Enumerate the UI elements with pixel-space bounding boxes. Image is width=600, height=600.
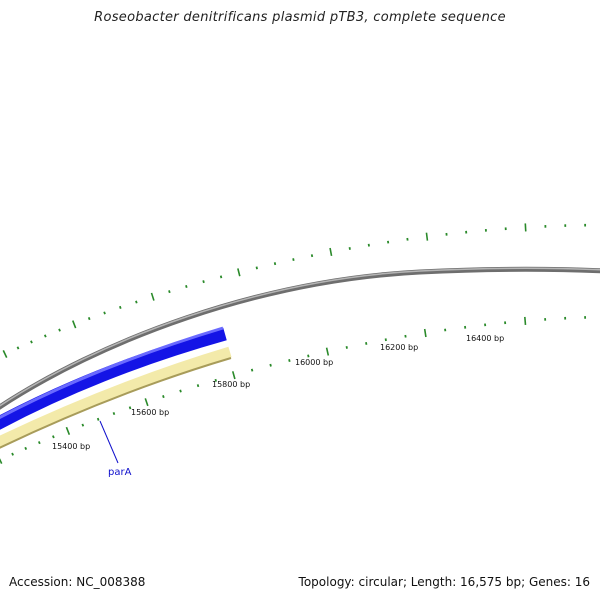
outer-tick — [103, 311, 106, 315]
gene-parA-highlight — [0, 326, 224, 420]
inner-tick — [112, 411, 116, 416]
scale-label: 15400 bp — [52, 442, 90, 451]
scale-label: 16200 bp — [380, 343, 418, 352]
gene-reverse-strand[interactable] — [0, 346, 232, 448]
outer-tick — [185, 285, 188, 289]
scale-label: 16000 bp — [295, 358, 333, 367]
outer-tick — [119, 305, 122, 309]
map-title: Roseobacter denitrificans plasmid pTB3, … — [94, 10, 506, 25]
backbone-arc — [0, 266, 600, 410]
inner-tick — [144, 398, 149, 407]
outer-tick — [273, 262, 277, 266]
inner-tick — [269, 363, 272, 367]
inner-tick — [24, 446, 28, 450]
outer-tick — [202, 280, 205, 284]
gene-label-leader — [99, 420, 119, 464]
inner-tick — [325, 347, 330, 356]
inner-tick — [345, 345, 348, 349]
gene-label-parA[interactable]: parA — [108, 467, 132, 478]
inner-tick — [65, 426, 71, 435]
outer-tick — [168, 290, 171, 294]
topology-summary: Topology: circular; Length: 16,575 bp; G… — [298, 575, 590, 589]
outer-tick-ring — [2, 223, 587, 358]
backbone-arc-highlight — [0, 267, 600, 407]
inner-tick — [307, 354, 310, 358]
inner-tick — [250, 368, 254, 372]
inner-tick — [128, 406, 132, 410]
inner-tick — [96, 417, 100, 421]
inner-tick — [231, 371, 236, 380]
outer-tick — [58, 328, 61, 332]
outer-tick — [255, 266, 258, 270]
scale-label: 15600 bp — [131, 408, 169, 417]
inner-tick — [37, 441, 41, 445]
outer-tick — [292, 258, 295, 262]
inner-tick — [52, 435, 55, 439]
outer-tick — [150, 292, 155, 301]
inner-tick — [0, 458, 3, 464]
outer-tick — [425, 232, 429, 241]
inner-tick — [162, 395, 165, 399]
inner-tick — [288, 359, 291, 363]
outer-tick — [237, 268, 241, 277]
outer-tick — [329, 247, 333, 257]
inner-tick-ring — [0, 316, 587, 464]
inner-tick — [179, 389, 182, 393]
outer-tick — [2, 350, 8, 358]
accession-text: Accession: NC_008388 — [9, 575, 146, 589]
outer-tick — [16, 346, 20, 350]
inner-tick — [196, 384, 200, 388]
gene-reverse-edge — [0, 357, 232, 449]
inner-tick — [524, 316, 527, 325]
outer-tick — [43, 334, 47, 338]
outer-tick — [30, 340, 33, 344]
gene-parA-forward[interactable] — [0, 327, 227, 430]
scale-label: 15800 bp — [212, 380, 250, 389]
outer-tick — [87, 317, 91, 321]
outer-tick — [219, 275, 223, 279]
inner-tick — [214, 378, 218, 382]
outer-tick — [135, 300, 138, 304]
scale-label: 16400 bp — [466, 334, 504, 343]
outer-tick — [310, 254, 314, 258]
inner-tick — [11, 452, 14, 456]
inner-tick — [81, 423, 85, 427]
inner-tick — [423, 328, 427, 338]
outer-tick — [72, 320, 77, 329]
